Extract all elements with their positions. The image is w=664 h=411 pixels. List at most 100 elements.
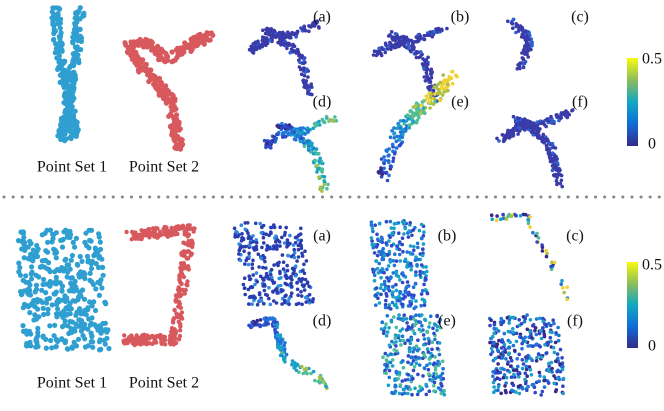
- point: [81, 296, 88, 302]
- point: [384, 291, 389, 296]
- point: [532, 125, 536, 130]
- point: [518, 214, 523, 218]
- point: [150, 75, 156, 81]
- point: [262, 241, 266, 245]
- point: [553, 340, 558, 345]
- point: [440, 359, 445, 364]
- point: [255, 318, 260, 323]
- point: [280, 121, 284, 126]
- point: [433, 365, 438, 370]
- point: [250, 262, 255, 267]
- point: [377, 261, 382, 266]
- point: [302, 141, 306, 145]
- point: [59, 283, 66, 289]
- point: [37, 264, 44, 270]
- point: [435, 362, 440, 366]
- point: [394, 273, 399, 278]
- point: [520, 51, 524, 55]
- point: [239, 223, 244, 227]
- point: [166, 233, 172, 238]
- point: [511, 368, 516, 373]
- point: [384, 371, 389, 376]
- point: [307, 29, 311, 34]
- point: [412, 364, 417, 369]
- point: [261, 28, 265, 33]
- point: [181, 240, 186, 245]
- point: [259, 298, 263, 303]
- point: [498, 370, 503, 375]
- point: [391, 159, 395, 164]
- point: [413, 386, 417, 391]
- point: [571, 108, 575, 112]
- point: [379, 270, 384, 274]
- point: [531, 230, 535, 235]
- point: [316, 379, 321, 384]
- point: [501, 216, 506, 221]
- point: [536, 352, 541, 357]
- point: [552, 166, 557, 170]
- point: [241, 237, 246, 242]
- point: [306, 146, 311, 151]
- point: [376, 271, 381, 275]
- point: [268, 302, 273, 307]
- point: [305, 67, 309, 71]
- point: [62, 90, 68, 96]
- point: [392, 151, 397, 156]
- point: [394, 288, 399, 293]
- point: [423, 317, 427, 322]
- point: [500, 356, 505, 360]
- point: [446, 88, 450, 93]
- point: [530, 383, 535, 387]
- point: [250, 320, 254, 325]
- point: [387, 160, 391, 165]
- colorbar-label: 0: [648, 136, 656, 153]
- point: [542, 378, 546, 383]
- point: [517, 375, 521, 379]
- point: [553, 146, 558, 150]
- point: [41, 311, 47, 318]
- point: [246, 231, 250, 235]
- point: [425, 75, 430, 79]
- point: [390, 358, 395, 362]
- point: [402, 232, 406, 236]
- point: [21, 255, 27, 261]
- point: [247, 277, 252, 282]
- colorbar: [627, 58, 638, 146]
- point: [382, 253, 387, 258]
- point: [427, 372, 431, 376]
- point: [304, 259, 309, 263]
- point: [422, 303, 427, 308]
- point: [388, 135, 393, 140]
- point: [283, 124, 287, 129]
- point: [295, 129, 300, 133]
- point: [435, 314, 439, 318]
- point: [387, 375, 392, 380]
- point: [445, 82, 450, 87]
- point: [372, 279, 377, 283]
- point: [407, 229, 411, 233]
- point: [127, 45, 133, 51]
- point: [283, 347, 287, 351]
- point: [552, 119, 556, 124]
- point: [397, 313, 401, 317]
- point: [400, 359, 405, 363]
- point: [88, 339, 94, 345]
- point: [537, 331, 542, 336]
- point: [548, 153, 553, 158]
- point: [521, 122, 526, 126]
- point: [397, 40, 401, 44]
- point: [281, 288, 285, 293]
- point: [413, 111, 417, 116]
- point: [376, 296, 380, 301]
- point: [232, 226, 237, 231]
- point: [190, 240, 195, 245]
- point: [21, 239, 28, 245]
- point: [558, 347, 563, 352]
- point: [320, 189, 324, 193]
- point: [75, 336, 82, 342]
- point: [29, 264, 35, 270]
- point: [379, 283, 384, 287]
- point: [295, 362, 300, 367]
- point: [393, 378, 397, 383]
- point: [535, 120, 539, 124]
